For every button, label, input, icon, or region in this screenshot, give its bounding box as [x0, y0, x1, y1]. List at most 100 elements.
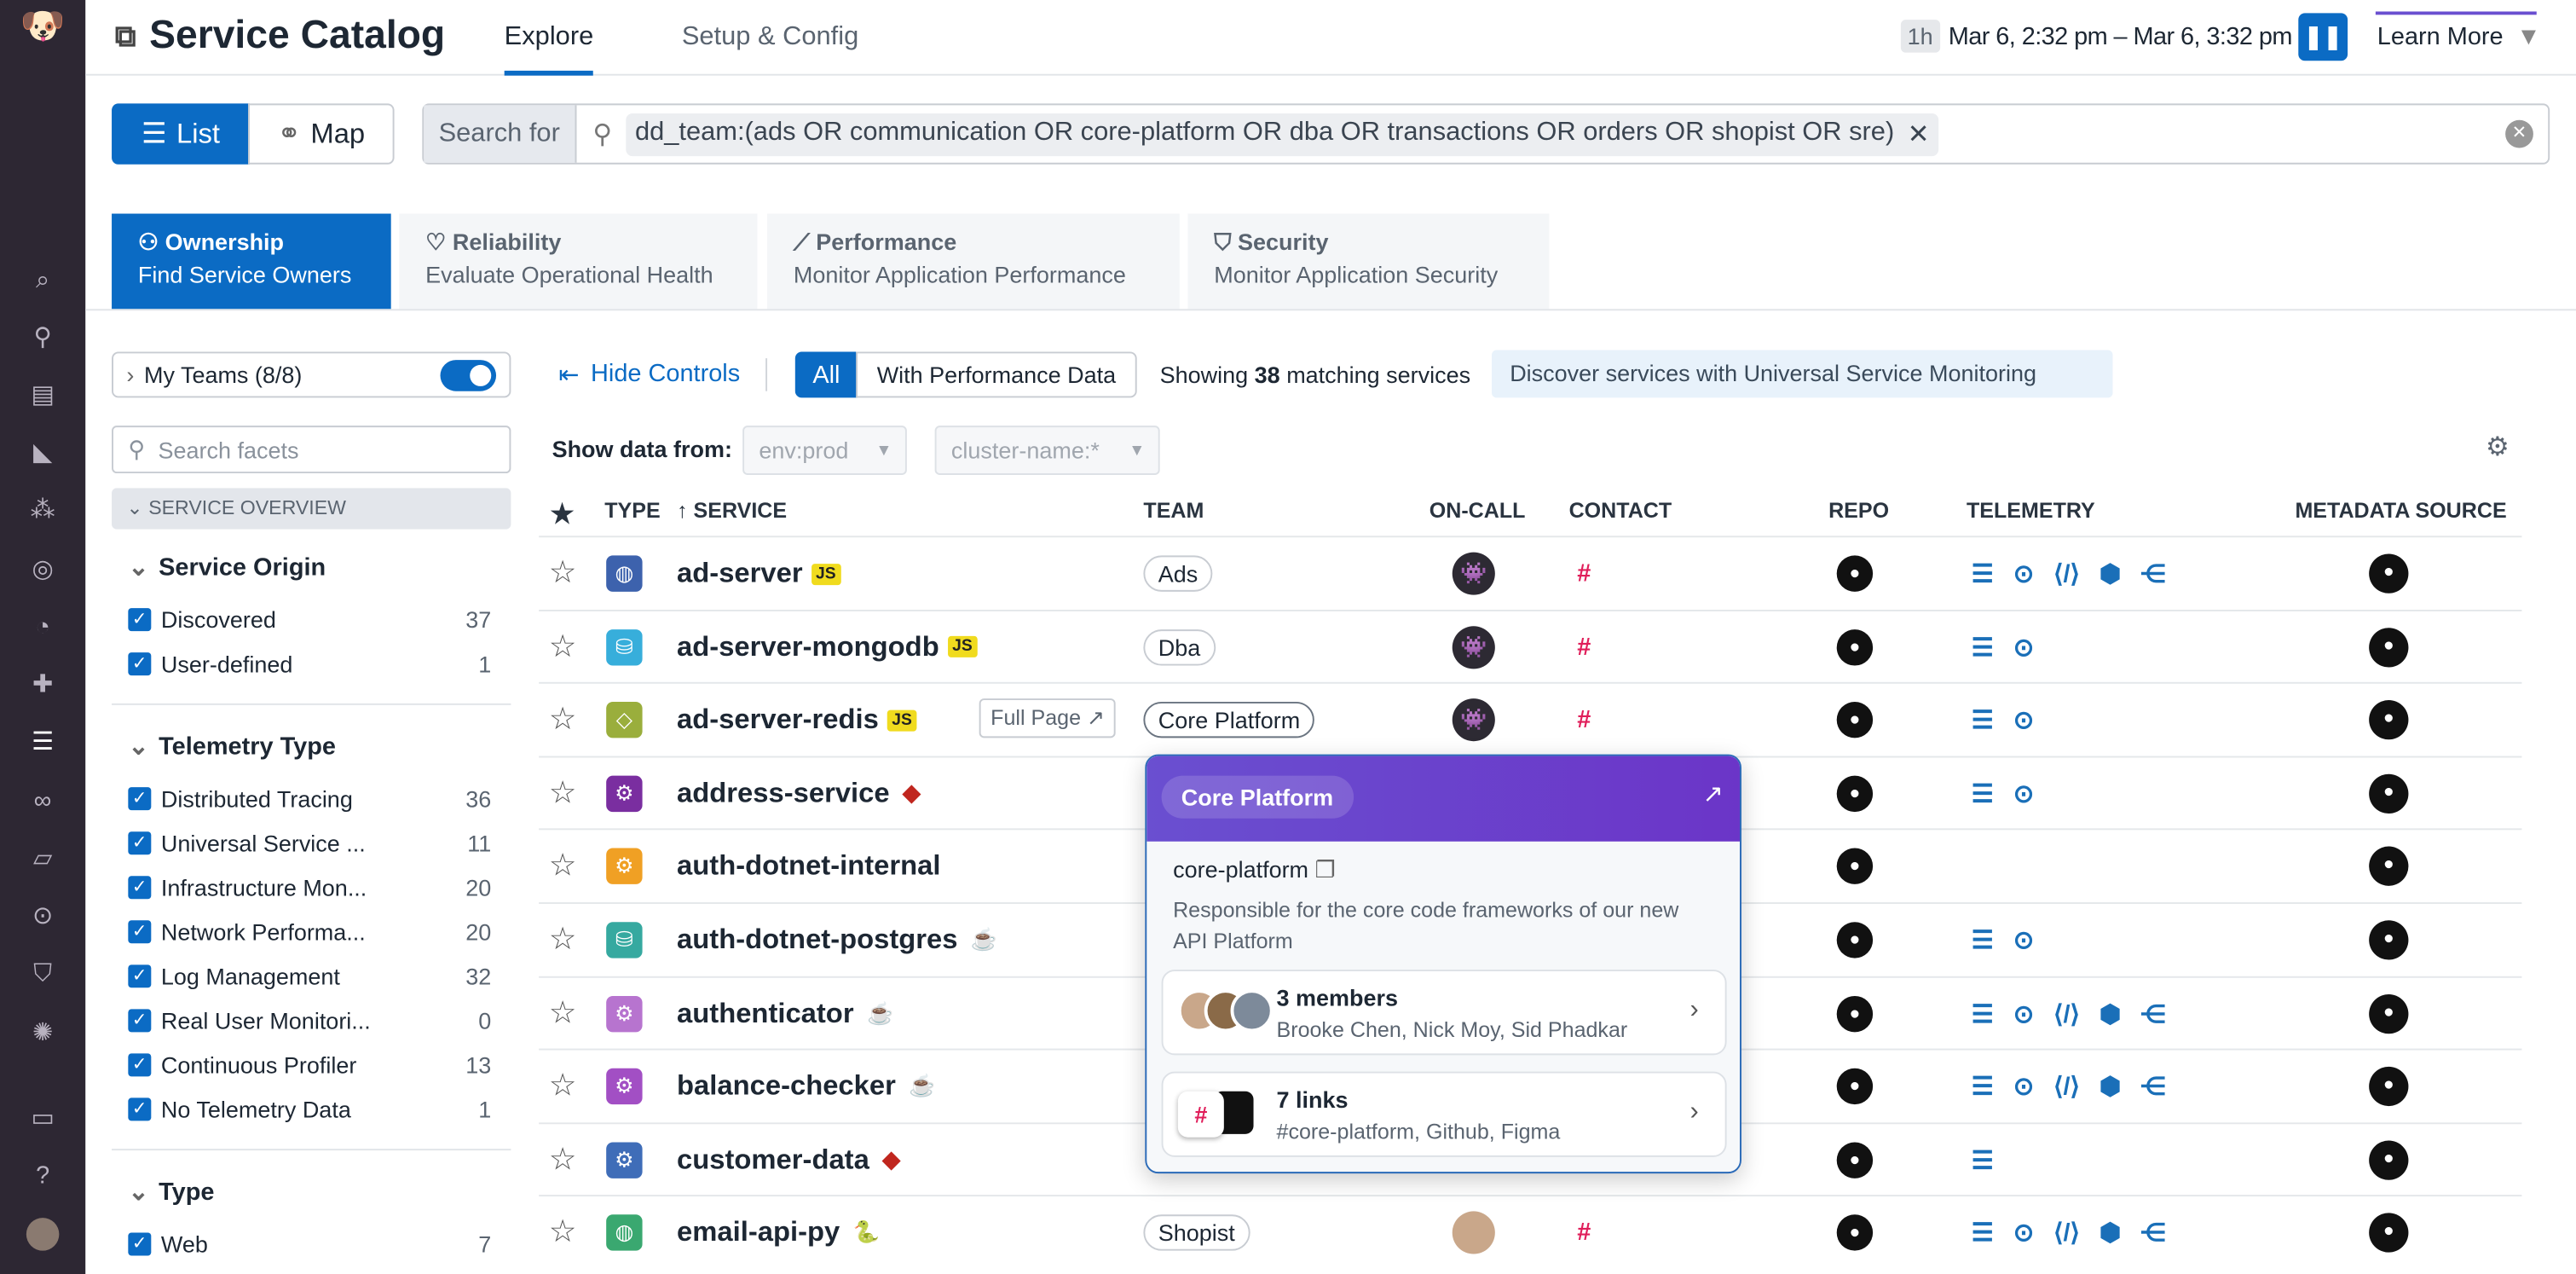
team-name-pill[interactable]: Core Platform [1161, 775, 1354, 819]
column-team[interactable]: TEAM [1143, 497, 1204, 523]
usm-icon[interactable]: ⊙ [32, 902, 54, 930]
book-icon[interactable]: ▱ [32, 844, 53, 873]
facet-item[interactable]: ✓ Real User Monitori... 0 [128, 998, 511, 1042]
traces-icon[interactable]: ☰ [1971, 560, 1994, 588]
full-page-button[interactable]: Full Page ↗ [979, 698, 1117, 738]
favorite-star-icon[interactable]: ☆ [548, 776, 577, 811]
learn-more-button[interactable]: Learn More ▼ [2377, 22, 2541, 51]
service-overview-header[interactable]: ⌄ SERVICE OVERVIEW [112, 488, 511, 530]
table-row[interactable]: ☆ ⚙ customer-data ◆ ● ☰ ● [539, 1121, 2522, 1196]
copy-icon[interactable]: ❐ [1314, 856, 1336, 883]
usm-icon[interactable]: ⊙ [2013, 560, 2035, 588]
network-icon[interactable]: ⋲ [2140, 1219, 2166, 1248]
repo-github-icon[interactable]: ● [1836, 775, 1874, 812]
database-monitoring-icon[interactable]: ⬢ [2099, 560, 2122, 588]
repo-github-icon[interactable]: ● [1836, 555, 1874, 592]
team-pill[interactable]: Dba [1143, 628, 1216, 665]
category-performance[interactable]: ⟋ Performance Monitor Application Perform… [767, 213, 1180, 310]
table-row[interactable]: ☆ ⚙ balance-checker ☕ ● ☰ ⊙ ⟨/⟩ ⬢ ⋲ ● [539, 1048, 2522, 1123]
facet-item[interactable]: ✓ User-defined 1 [128, 641, 511, 686]
repo-github-icon[interactable]: ● [1836, 1215, 1874, 1252]
search-icon[interactable]: ⌕ [36, 266, 50, 294]
service-name[interactable]: email-api-py 🐍 [677, 1217, 885, 1250]
metadata-github-icon[interactable]: ● [2369, 700, 2409, 740]
service-name[interactable]: ad-server JS [677, 557, 841, 590]
traces-icon[interactable]: ☰ [1971, 780, 1994, 808]
service-name[interactable]: balance-checker ☕ [677, 1070, 940, 1103]
facet-group-type[interactable]: ⌄ Type [128, 1177, 214, 1207]
table-row[interactable]: ☆ ◍ ad-server JS Ads 👾 # ● ☰ ⊙ ⟨/⟩ ⬢ ⋲ ● [539, 536, 2522, 610]
service-name[interactable]: ad-server-redis JS [677, 704, 917, 737]
checkbox[interactable]: ✓ [128, 875, 152, 899]
favorite-star-icon[interactable]: ☆ [548, 1215, 577, 1251]
shield-icon[interactable]: ⛉ [33, 959, 52, 988]
repo-github-icon[interactable]: ● [1836, 1068, 1874, 1105]
repo-github-icon[interactable]: ● [1836, 1142, 1874, 1178]
repo-github-icon[interactable]: ● [1836, 995, 1874, 1032]
traces-icon[interactable]: ☰ [1971, 1146, 1994, 1175]
checkbox[interactable]: ✓ [128, 651, 152, 675]
cog-icon[interactable]: ✺ [32, 1018, 54, 1047]
toggle-switch[interactable] [440, 359, 497, 391]
profiler-icon[interactable]: ⟨/⟩ [2053, 999, 2080, 1028]
time-range[interactable]: Mar 6, 2:32 pm – Mar 6, 3:32 pm [1948, 22, 2293, 51]
repo-github-icon[interactable]: ● [1836, 848, 1874, 885]
filter-all-button[interactable]: All [794, 351, 858, 398]
filter-with-performance-button[interactable]: With Performance Data [856, 351, 1137, 398]
table-row[interactable]: ☆ ◇ ad-server-redis JS Core Platform 👾 # ● ☰ ⊙ ● [539, 682, 2522, 756]
slack-icon[interactable]: # [1577, 633, 1591, 661]
network-icon[interactable]: ⋲ [2140, 560, 2166, 588]
table-row[interactable]: ☆ ⛁ auth-dotnet-postgres ☕ ● ☰ ⊙ ● [539, 902, 2522, 976]
database-monitoring-icon[interactable]: ⬢ [2099, 999, 2122, 1028]
slack-icon[interactable]: # [1577, 1219, 1591, 1248]
search-facets-input[interactable]: ⚲ Search facets [112, 426, 511, 474]
remove-filter-icon[interactable]: ✕ [1907, 120, 1930, 149]
tab-setup-config[interactable]: Setup & Config [681, 22, 859, 51]
repo-github-icon[interactable]: ● [1836, 702, 1874, 738]
column-telemetry[interactable]: TELEMETRY [1966, 497, 2095, 523]
favorite-star-icon[interactable]: ☆ [548, 849, 577, 884]
settings-gear-icon[interactable]: ⚙ [2486, 433, 2510, 462]
favorite-star-icon[interactable]: ☆ [548, 556, 577, 591]
repo-github-icon[interactable]: ● [1836, 922, 1874, 958]
favorite-star-icon[interactable]: ☆ [548, 923, 577, 958]
members-card[interactable]: 3 members Brooke Chen, Nick Moy, Sid Pha… [1161, 970, 1727, 1056]
on-call-avatar[interactable]: 👾 [1452, 698, 1495, 742]
metadata-github-icon[interactable]: ● [2369, 773, 2409, 814]
metadata-github-icon[interactable]: ● [2369, 1140, 2409, 1180]
facet-item[interactable]: ✓ Universal Service ... 11 [128, 820, 511, 865]
facet-group-service-origin[interactable]: ⌄ Service Origin [128, 553, 326, 582]
favorite-star-icon[interactable]: ☆ [548, 996, 577, 1031]
table-row[interactable]: ☆ ⛁ ad-server-mongodb JS Dba 👾 # ● ☰ ⊙ ● [539, 609, 2522, 683]
external-link-icon[interactable]: ↗ [1702, 780, 1724, 809]
checkbox[interactable]: ✓ [128, 1052, 152, 1076]
metadata-github-icon[interactable]: ● [2369, 993, 2409, 1034]
usm-icon[interactable]: ⊙ [2013, 1219, 2035, 1248]
checkbox[interactable]: ✓ [128, 964, 152, 987]
facet-item[interactable]: ✓ Continuous Profiler 13 [128, 1042, 511, 1086]
help-icon[interactable]: ? [36, 1161, 50, 1190]
links-card[interactable]: # 7 links #core-platform, Github, Figma … [1161, 1071, 1727, 1157]
facet-item[interactable]: ✓ Web 7 [128, 1221, 511, 1265]
favorite-star-icon[interactable]: ☆ [548, 629, 577, 664]
service-name[interactable]: authenticator ☕ [677, 997, 898, 1030]
database-monitoring-icon[interactable]: ⬢ [2099, 1219, 2122, 1248]
link-icon[interactable]: ∞ [33, 787, 52, 815]
profiler-icon[interactable]: ⟨/⟩ [2053, 1219, 2080, 1248]
column-contact[interactable]: CONTACT [1568, 497, 1672, 523]
team-pill[interactable]: Core Platform [1143, 702, 1315, 738]
favorite-star-icon[interactable]: ☆ [548, 1069, 577, 1104]
gauge-icon[interactable]: ◔ [35, 612, 50, 641]
favorite-star-icon[interactable]: ☆ [548, 1143, 577, 1178]
tab-explore[interactable]: Explore [504, 22, 594, 76]
team-pill[interactable]: Shopist [1143, 1215, 1250, 1252]
on-call-avatar[interactable]: 👾 [1452, 552, 1495, 595]
favorite-star-icon[interactable]: ☆ [548, 703, 577, 738]
traces-icon[interactable]: ☰ [1971, 634, 1994, 662]
time-badge[interactable]: 1h [1900, 20, 1940, 53]
network-icon[interactable]: ⋲ [2140, 1073, 2166, 1102]
usm-icon[interactable]: ⊙ [2013, 707, 2035, 735]
favorite-column-star-icon[interactable]: ★ [550, 501, 575, 530]
on-call-avatar[interactable]: 👾 [1452, 625, 1495, 669]
env-select[interactable]: env:prod ▼ [742, 426, 907, 475]
